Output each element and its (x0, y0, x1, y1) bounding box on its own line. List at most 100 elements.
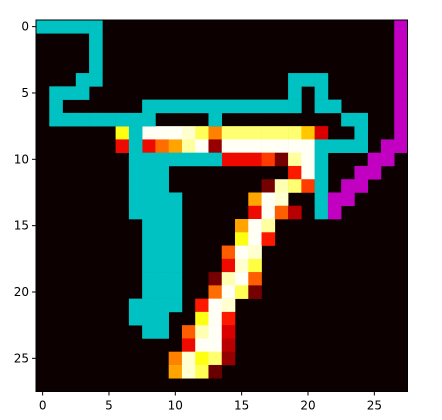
overlay-cell (327, 192, 342, 207)
y-axis: 0 5 10 15 20 25 (14, 20, 36, 365)
overlay-cell (168, 205, 183, 220)
overlay-cell (142, 245, 156, 260)
overlay-cell (221, 99, 236, 114)
overlay-cell (195, 99, 209, 114)
heatmap-cell (301, 126, 315, 140)
heatmap-cell (248, 258, 262, 273)
heatmap-cell (235, 126, 249, 140)
plot-frame (35, 19, 408, 392)
heatmap-cell (168, 139, 183, 153)
overlay-cell (49, 20, 63, 34)
heatmap-cell (208, 325, 223, 339)
heatmap-cell (221, 298, 236, 313)
overlay-cell (155, 179, 169, 193)
heatmap-cell (195, 338, 209, 352)
overlay-cell (155, 311, 169, 326)
x-tick-label: 25 (367, 399, 382, 413)
overlay-cell (142, 152, 156, 167)
overlay-cell (314, 165, 329, 180)
overlay-cell (142, 311, 156, 326)
overlay-cell (394, 86, 408, 100)
overlay-cell (75, 86, 90, 100)
heatmap-cell (221, 311, 236, 326)
overlay-cell (75, 73, 90, 87)
overlay-cell (208, 112, 223, 127)
heatmap-cell (301, 165, 315, 180)
overlay-cell (235, 99, 249, 114)
overlay-cell (354, 165, 368, 180)
overlay-cell (142, 99, 156, 114)
heatmap-cell (288, 165, 302, 180)
y-tick-label: 20 (14, 285, 29, 299)
heatmap-cell (195, 311, 209, 326)
heatmap-cell (195, 325, 209, 339)
heatmap-cell (195, 364, 209, 379)
heatmap-cell (261, 205, 276, 220)
overlay-cell (89, 33, 103, 47)
overlay-cell (128, 298, 143, 313)
heatmap-cell (208, 311, 223, 326)
overlay-cell (142, 205, 156, 220)
heatmap-cell (235, 152, 249, 167)
heatmap-cell (168, 351, 183, 366)
heatmap-cell (248, 126, 262, 140)
overlay-cell (142, 272, 156, 286)
overlay-cell (142, 179, 156, 193)
overlay-cell (102, 112, 116, 127)
overlay-cell (142, 285, 156, 299)
heatmap-cell (248, 219, 262, 233)
overlay-cell (380, 152, 395, 167)
heatmap-cell (301, 152, 315, 167)
overlay-cell (155, 219, 169, 233)
heatmap-cell (288, 179, 302, 193)
overlay-cell (327, 205, 342, 220)
overlay-cell (168, 192, 183, 207)
overlay-cell (49, 86, 63, 100)
overlay-cell (327, 99, 342, 114)
x-tick-label: 15 (234, 399, 249, 413)
overlay-cell (314, 179, 329, 193)
heatmap-cell (235, 219, 249, 233)
overlay-cell (128, 165, 143, 180)
overlay-cell (155, 165, 169, 180)
heatmap-cell (221, 258, 236, 273)
overlay-cell (181, 152, 196, 167)
overlay-cell (128, 126, 143, 140)
overlay-cell (288, 86, 302, 100)
overlay-cell (89, 46, 103, 61)
overlay-cell (128, 192, 143, 207)
overlay-cell (288, 99, 302, 114)
overlay-cell (142, 232, 156, 246)
heatmap-cell (288, 152, 302, 167)
heatmap-cell (195, 139, 209, 153)
heatmap-cell (221, 338, 236, 352)
heatmap-cell (288, 205, 302, 220)
overlay-cell (155, 99, 169, 114)
overlay-cell (341, 139, 355, 153)
heatmap-cell (115, 126, 130, 140)
overlay-cell (394, 33, 408, 47)
heatmap-cell (248, 152, 262, 167)
heatmap-cell (261, 219, 276, 233)
y-tick-label: 25 (14, 351, 29, 365)
overlay-cell (142, 219, 156, 233)
overlay-cell (168, 99, 183, 114)
heatmap-cell (235, 272, 249, 286)
heatmap-cell (195, 126, 209, 140)
overlay-cell (49, 112, 63, 127)
overlay-cell (394, 73, 408, 87)
overlay-cell (36, 20, 50, 34)
heatmap-cell (261, 192, 276, 207)
heatmap-cell (221, 245, 236, 260)
heatmap-cell (142, 139, 156, 153)
x-tick-label: 20 (300, 399, 315, 413)
heatmap-cell (248, 192, 262, 207)
overlay-cell (62, 112, 77, 127)
overlay-cell (208, 152, 223, 167)
heatmap-cell (155, 126, 169, 140)
heatmap-cell (274, 152, 289, 167)
overlay-cell (301, 73, 315, 87)
overlay-cell (115, 112, 130, 127)
overlay-cell (341, 192, 355, 207)
